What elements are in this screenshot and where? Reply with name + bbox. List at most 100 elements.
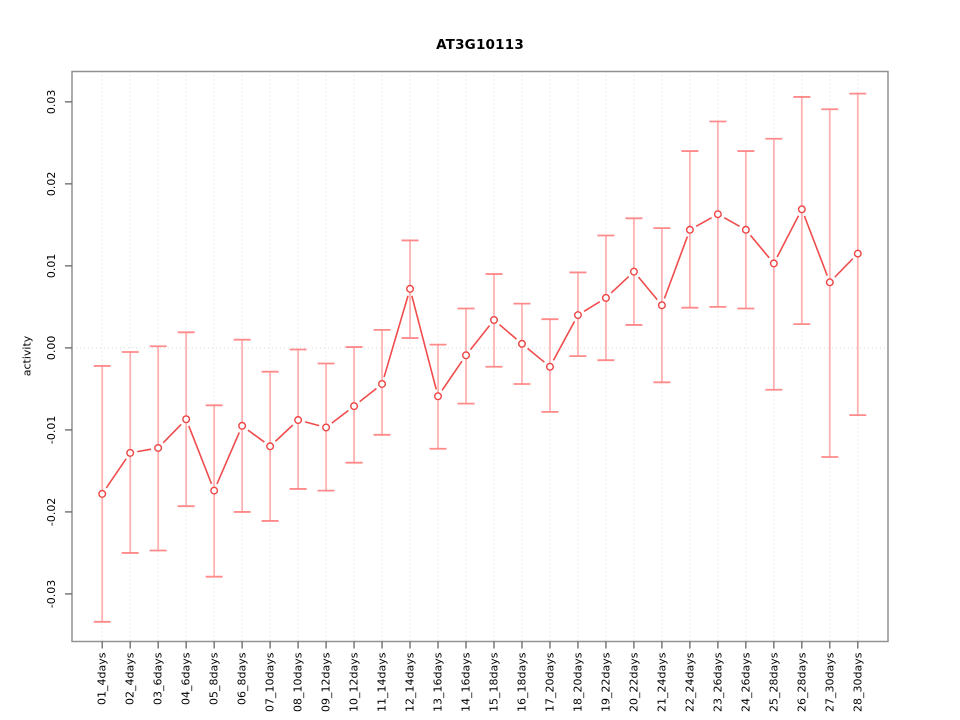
x-axis-ticks: 01_4days 02_4days 03_6days 04_6days 05_8days… [96, 641, 864, 712]
series-segment [803, 215, 828, 276]
series-segment [188, 425, 213, 485]
series-segment [304, 421, 320, 427]
x-tick-label: 11_14days [376, 652, 389, 712]
x-tick-label: 10_12days [348, 652, 361, 712]
data-point [322, 423, 331, 432]
data-point [685, 225, 694, 234]
series-segment [776, 215, 800, 258]
y-axis-ticks: -0.03 -0.02 -0.01 0.00 0.01 0.02 0.03 [45, 90, 72, 608]
data-point [657, 301, 666, 310]
data-point [797, 205, 806, 214]
series-segment [162, 423, 182, 444]
series-segment [441, 360, 463, 391]
series-segment [331, 409, 349, 424]
data-point [573, 311, 582, 320]
data-point [294, 416, 303, 425]
series-segment [749, 234, 770, 259]
x-tick-label: 19_22days [599, 652, 612, 712]
data-point [489, 316, 498, 325]
x-tick-label: 03_6days [152, 652, 165, 705]
series-segment [723, 217, 740, 227]
data-point [545, 362, 554, 371]
series-segment [527, 347, 545, 363]
data-point [126, 448, 135, 457]
x-tick-label: 17_20days [543, 652, 556, 712]
y-tick-label: -0.01 [45, 416, 58, 444]
data-point [350, 402, 359, 411]
x-tick-label: 06_8days [236, 652, 249, 705]
series-segment [383, 295, 409, 378]
x-tick-label: 28_30days [851, 652, 864, 712]
data-point [629, 267, 638, 276]
x-tick-label: 15_18days [488, 652, 501, 712]
x-tick-label: 02_4days [124, 652, 137, 705]
data-point [434, 392, 443, 401]
x-tick-label: 20_22days [627, 652, 640, 712]
series-segment [583, 300, 601, 312]
data-point [238, 421, 247, 430]
x-tick-label: 08_10days [292, 652, 305, 712]
y-tick-label: 0.02 [45, 172, 58, 197]
data-point [713, 210, 722, 219]
series-points [98, 205, 862, 498]
data-point [210, 486, 219, 495]
series-segment [498, 324, 518, 340]
series-line [105, 215, 854, 489]
x-tick-label: 05_8days [208, 652, 221, 705]
x-tick-label: 23_26days [711, 652, 724, 712]
error-bars [93, 92, 867, 623]
x-tick-label: 16_18days [515, 652, 528, 712]
x-tick-label: 09_12days [320, 652, 333, 712]
data-point [517, 339, 526, 348]
series-segment [610, 275, 630, 294]
data-point [182, 415, 191, 424]
data-point [266, 442, 275, 451]
data-point [406, 284, 415, 293]
data-point [98, 489, 107, 498]
series-segment [274, 424, 294, 442]
y-tick-label: -0.02 [45, 498, 58, 526]
gridlines [72, 71, 888, 642]
series-segment [137, 448, 152, 453]
x-tick-label: 22_24days [683, 652, 696, 712]
data-point [853, 249, 862, 258]
series-segment [663, 236, 689, 299]
y-tick-label: -0.03 [45, 580, 58, 608]
series-segment [834, 258, 854, 278]
y-tick-label: 0.01 [45, 254, 58, 279]
series-segment [411, 295, 437, 390]
x-tick-label: 12_14days [404, 652, 417, 712]
y-tick-label: 0.03 [45, 90, 58, 115]
data-point [825, 278, 834, 287]
series-segment [695, 217, 712, 227]
x-tick-label: 24_26days [739, 652, 752, 712]
data-point [378, 379, 387, 388]
x-tick-label: 13_16days [432, 652, 445, 712]
x-tick-label: 27_30days [823, 652, 836, 712]
series-segment [469, 325, 491, 351]
data-point [462, 351, 471, 360]
series-segment [552, 321, 576, 361]
x-tick-label: 04_6days [180, 652, 193, 705]
data-point [769, 259, 778, 268]
series-segment [216, 432, 241, 485]
data-point [601, 293, 610, 302]
series-segment [247, 429, 265, 443]
x-tick-label: 26_28days [795, 652, 808, 712]
x-tick-label: 18_20days [571, 652, 584, 712]
x-tick-label: 01_4days [96, 652, 109, 705]
x-tick-label: 07_10days [264, 652, 277, 712]
y-tick-label: 0.00 [45, 336, 58, 361]
x-tick-label: 14_16days [460, 652, 473, 712]
axis-frame [71, 70, 889, 643]
series-segment [105, 458, 127, 489]
data-point [741, 225, 750, 234]
x-tick-label: 25_28days [767, 652, 780, 712]
series-segment [359, 387, 377, 403]
series-segment [637, 276, 658, 301]
chart-title: AT3G10113 [436, 37, 524, 53]
data-point [154, 443, 163, 452]
x-tick-label: 21_24days [655, 652, 668, 712]
